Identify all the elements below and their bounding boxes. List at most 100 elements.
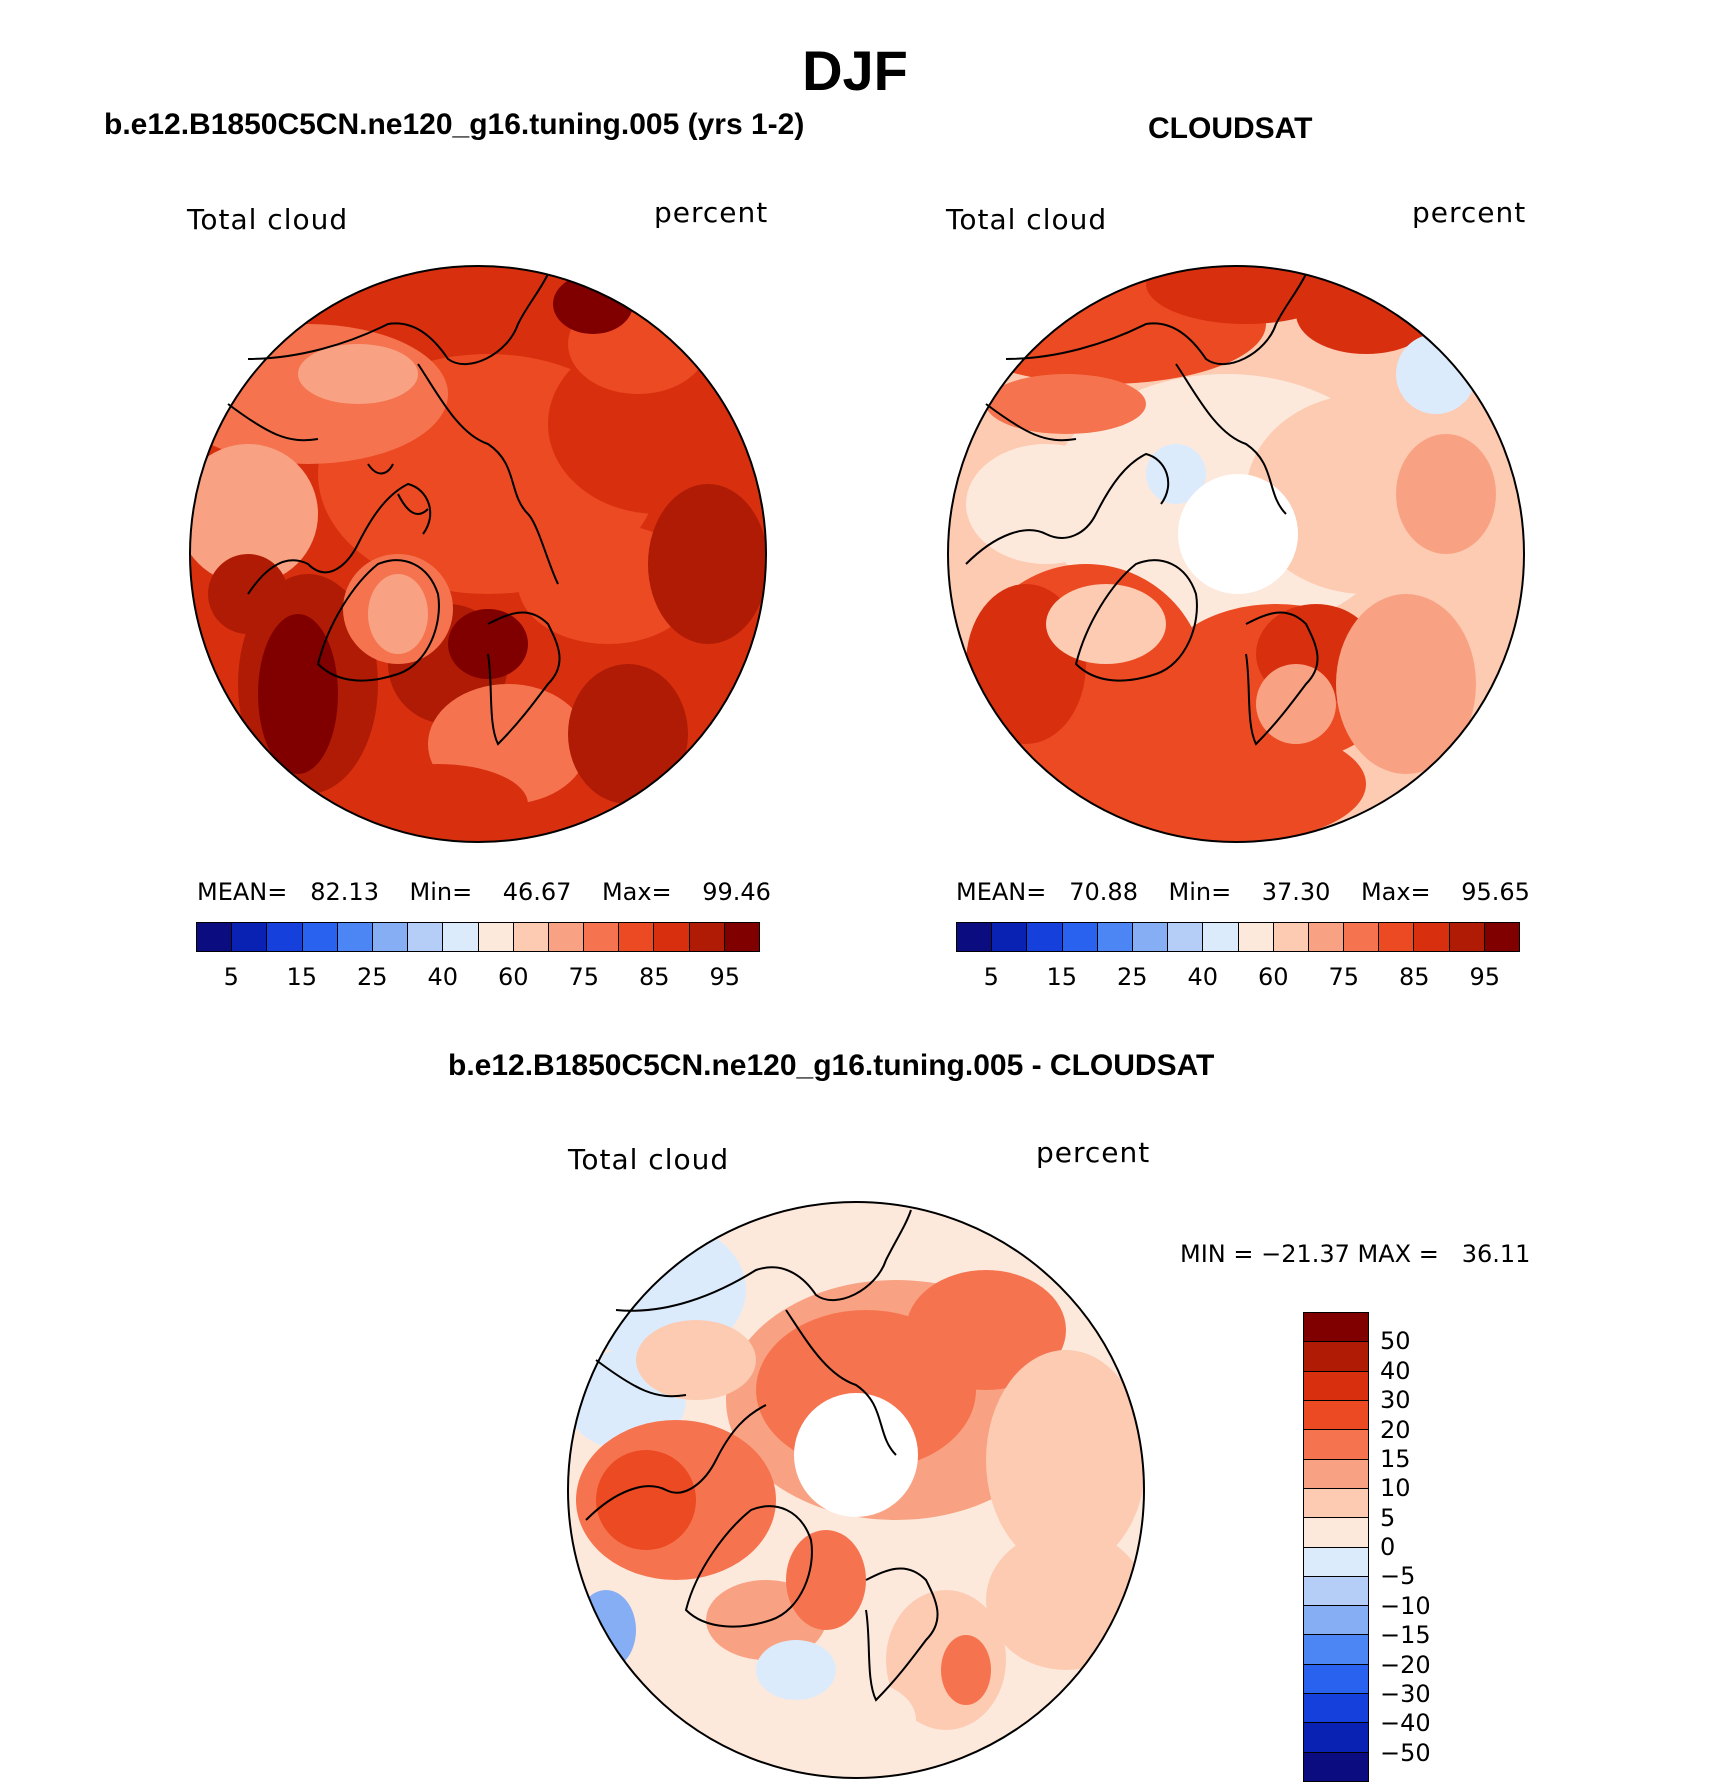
colorbar-swatch xyxy=(1484,923,1519,951)
colorbar-level-label: 20 xyxy=(1380,1415,1411,1444)
colorbar-level-label: −30 xyxy=(1380,1679,1431,1708)
colorbar-level-label: 5 xyxy=(1380,1503,1396,1532)
model-max-value: 99.46 xyxy=(702,878,771,906)
obs-mean-value: 70.88 xyxy=(1069,878,1138,906)
colorbar-swatch xyxy=(1304,1430,1368,1460)
model-map-border xyxy=(189,265,767,843)
colorbar-level-label: −50 xyxy=(1380,1738,1431,1767)
diff-polar-gap xyxy=(794,1393,918,1517)
colorbar-tick-label: 40 xyxy=(427,963,459,991)
colorbar-swatch xyxy=(267,923,303,951)
colorbar-swatch xyxy=(1414,923,1450,951)
colorbar-tick-label: 60 xyxy=(497,963,529,991)
colorbar-swatch xyxy=(337,923,373,951)
colorbar-swatch xyxy=(1304,1400,1368,1431)
colorbar-swatch xyxy=(1097,923,1133,951)
obs-panel-title: CLOUDSAT xyxy=(1148,112,1313,145)
colorbar-tick-label: 5 xyxy=(223,963,239,991)
obs-polar-map xyxy=(947,265,1525,843)
diff-colorbar xyxy=(1303,1312,1369,1782)
colorbar-swatch xyxy=(372,923,409,951)
obs-variable-label: Total cloud xyxy=(946,203,1108,236)
colorbar-swatch xyxy=(1304,1635,1368,1665)
colorbar-swatch xyxy=(1132,923,1169,951)
obs-mean-label: MEAN= xyxy=(956,878,1047,906)
colorbar-swatch xyxy=(1062,923,1098,951)
diff-variable-label: Total cloud xyxy=(568,1143,730,1176)
colorbar-swatch xyxy=(548,923,585,951)
colorbar-tick-label: 5 xyxy=(983,963,999,991)
colorbar-swatch xyxy=(957,923,993,951)
colorbar-level-label: −15 xyxy=(1380,1621,1431,1650)
model-min-label: Min= xyxy=(409,878,473,906)
model-colorbar xyxy=(196,922,760,952)
obs-min-value: 37.30 xyxy=(1261,878,1331,906)
colorbar-level-label: −10 xyxy=(1380,1591,1431,1620)
model-panel-title: b.e12.B1850C5CN.ne120_g16.tuning.005 (yr… xyxy=(104,108,805,141)
model-cloud-field xyxy=(190,266,766,842)
colorbar-level-label: 30 xyxy=(1380,1386,1411,1415)
colorbar-swatch xyxy=(1308,923,1345,951)
colorbar-swatch xyxy=(1027,923,1063,951)
colorbar-swatch xyxy=(232,923,268,951)
model-colorbar-ticks: 5 15 25 40 60 75 85 95 xyxy=(196,963,760,993)
colorbar-level-label: −20 xyxy=(1380,1650,1431,1679)
colorbar-swatch xyxy=(689,923,725,951)
obs-max-label: Max= xyxy=(1360,878,1431,906)
colorbar-swatch xyxy=(1379,923,1415,951)
colorbar-swatch xyxy=(1304,1547,1368,1577)
colorbar-swatch xyxy=(1304,1371,1368,1401)
obs-map-border xyxy=(947,265,1525,843)
colorbar-swatch xyxy=(1304,1723,1368,1753)
colorbar-swatch xyxy=(1449,923,1485,951)
colorbar-swatch xyxy=(302,923,338,951)
colorbar-level-label: 50 xyxy=(1380,1327,1411,1356)
colorbar-tick-label: 75 xyxy=(568,963,600,991)
colorbar-swatch xyxy=(1304,1576,1368,1607)
colorbar-swatch xyxy=(1304,1518,1368,1548)
colorbar-tick-label: 25 xyxy=(1116,963,1148,991)
colorbar-level-label: 40 xyxy=(1380,1356,1411,1385)
colorbar-level-label: 0 xyxy=(1380,1533,1396,1561)
model-mean-value: 82.13 xyxy=(310,878,379,906)
colorbar-level-label: 10 xyxy=(1380,1474,1411,1503)
colorbar-tick-label: 15 xyxy=(1046,963,1078,991)
colorbar-swatch xyxy=(478,923,514,951)
obs-colorbar-ticks: 5 15 25 40 60 75 85 95 xyxy=(956,963,1520,993)
colorbar-level-label: −5 xyxy=(1380,1562,1416,1591)
obs-stats: MEAN= 70.88 Min= 37.30 Max= 95.65 xyxy=(956,878,1530,906)
diff-colorbar-labels: 50 40 30 20 15 10 5 0 −5 −10 −15 −20 −30 −40 −50 xyxy=(1380,1312,1460,1782)
colorbar-tick-label: 85 xyxy=(1398,963,1430,991)
colorbar-tick-label: 95 xyxy=(709,963,741,991)
colorbar-tick-label: 15 xyxy=(286,963,318,991)
colorbar-swatch xyxy=(1304,1752,1368,1781)
colorbar-swatch xyxy=(1304,1313,1368,1343)
colorbar-swatch xyxy=(1304,1664,1368,1695)
model-stats: MEAN= 82.13 Min= 46.67 Max= 99.46 xyxy=(197,878,771,906)
colorbar-swatch xyxy=(1238,923,1274,951)
page-title: DJF xyxy=(802,39,908,102)
colorbar-swatch xyxy=(992,923,1028,951)
diff-coastlines xyxy=(585,1209,939,1702)
model-max-label: Max= xyxy=(601,878,672,906)
colorbar-tick-label: 75 xyxy=(1328,963,1360,991)
obs-polar-gap xyxy=(1178,474,1298,594)
colorbar-swatch xyxy=(584,923,620,951)
diff-minmax: MIN = −21.37 MAX = 36.11 xyxy=(1180,1240,1531,1268)
model-units-label: percent xyxy=(654,196,769,229)
diff-units-label: percent xyxy=(1036,1136,1151,1169)
obs-colorbar xyxy=(956,922,1520,952)
colorbar-swatch xyxy=(1273,923,1309,951)
colorbar-swatch xyxy=(654,923,690,951)
model-polar-map xyxy=(189,265,767,843)
colorbar-swatch xyxy=(197,923,233,951)
colorbar-swatch xyxy=(513,923,549,951)
diff-map-border xyxy=(567,1201,1145,1779)
model-variable-label: Total cloud xyxy=(187,203,349,236)
colorbar-tick-label: 95 xyxy=(1469,963,1501,991)
colorbar-tick-label: 25 xyxy=(356,963,388,991)
colorbar-swatch xyxy=(1304,1342,1368,1372)
obs-units-label: percent xyxy=(1412,196,1527,229)
colorbar-tick-label: 60 xyxy=(1257,963,1289,991)
model-coastlines xyxy=(227,273,561,746)
